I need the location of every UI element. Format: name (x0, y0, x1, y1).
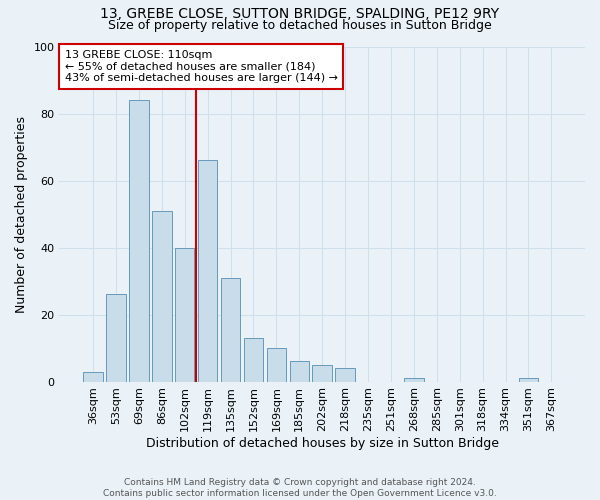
Bar (519, 378, 538, 382)
Bar (335, 368, 355, 382)
Text: 13 GREBE CLOSE: 110sqm
← 55% of detached houses are smaller (184)
43% of semi-de: 13 GREBE CLOSE: 110sqm ← 55% of detached… (65, 50, 338, 83)
Bar (175, 248, 194, 382)
Text: 13, GREBE CLOSE, SUTTON BRIDGE, SPALDING, PE12 9RY: 13, GREBE CLOSE, SUTTON BRIDGE, SPALDING… (100, 8, 500, 22)
Text: Size of property relative to detached houses in Sutton Bridge: Size of property relative to detached ho… (108, 18, 492, 32)
Y-axis label: Number of detached properties: Number of detached properties (15, 116, 28, 312)
Bar (152, 210, 172, 382)
Bar (129, 100, 149, 382)
Bar (221, 278, 240, 382)
X-axis label: Distribution of detached houses by size in Sutton Bridge: Distribution of detached houses by size … (146, 437, 499, 450)
Bar (266, 348, 286, 382)
Bar (404, 378, 424, 382)
Bar (313, 365, 332, 382)
Bar (83, 372, 103, 382)
Bar (106, 294, 126, 382)
Bar (198, 160, 217, 382)
Bar (244, 338, 263, 382)
Bar (290, 362, 309, 382)
Text: Contains HM Land Registry data © Crown copyright and database right 2024.
Contai: Contains HM Land Registry data © Crown c… (103, 478, 497, 498)
